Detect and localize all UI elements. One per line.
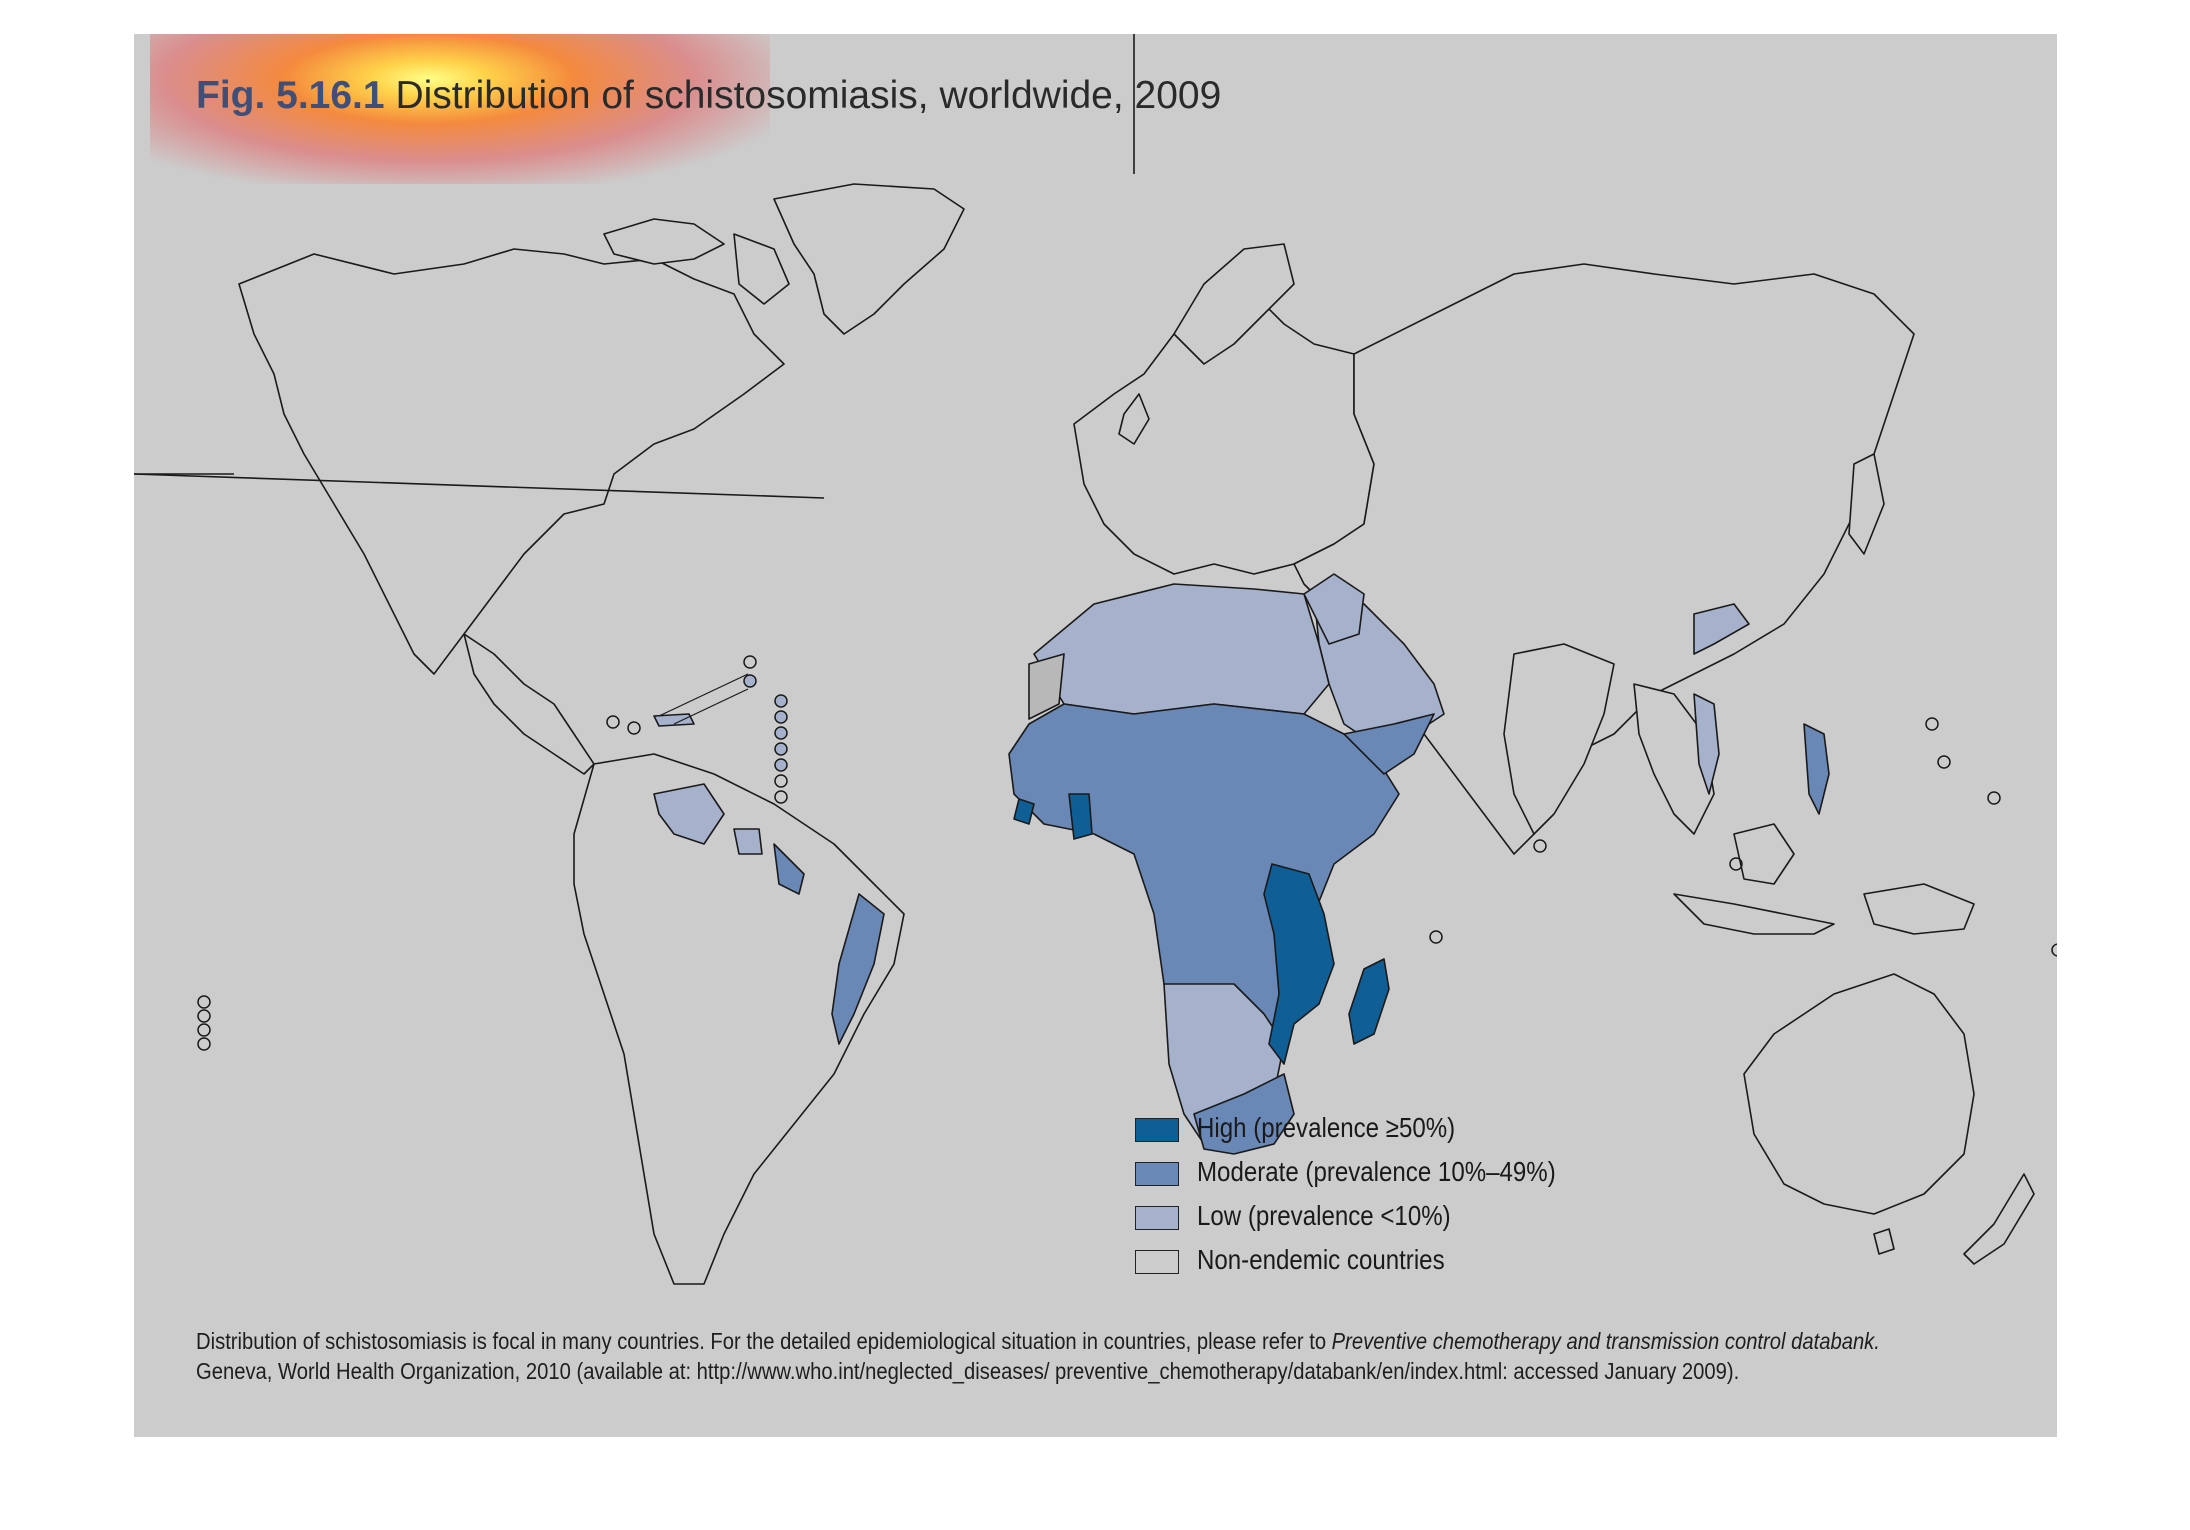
sierra-leone-high	[1013, 798, 1035, 825]
japan	[1848, 453, 1885, 555]
baffin-island	[733, 233, 790, 305]
horn-of-africa	[1343, 713, 1435, 775]
northeast-brazil	[773, 843, 805, 895]
legend-label-low: Low (prevalence <10%)	[1197, 1200, 1451, 1231]
figure-title: Fig. 5.16.1 Distribution of schistosomia…	[196, 74, 1221, 118]
legend-swatch-non-endemic	[1135, 1250, 1179, 1274]
new-zealand	[1963, 1173, 2035, 1265]
ghana-high	[1068, 793, 1093, 840]
figure-title-text: Distribution of schistosomiasis, worldwi…	[395, 74, 1222, 117]
tasmania	[1873, 1228, 1895, 1255]
brazil-east-coast	[831, 893, 885, 1045]
legend-swatch-low	[1135, 1206, 1179, 1230]
south-america	[573, 753, 905, 1285]
legend-label-non-endemic: Non-endemic countries	[1197, 1244, 1445, 1275]
legend-label-moderate: Moderate (prevalence 10%–49%)	[1197, 1156, 1556, 1187]
south-africa	[1193, 1073, 1295, 1155]
east-africa-high	[1263, 863, 1335, 1065]
north-america	[238, 248, 785, 675]
central-america	[463, 633, 595, 775]
venezuela	[653, 783, 725, 845]
legend-swatch-high	[1135, 1118, 1179, 1142]
footnote-databank-title: Preventive chemotherapy and transmission…	[1331, 1328, 1880, 1354]
china-low	[1693, 603, 1750, 655]
arctic-islands	[603, 218, 725, 265]
footnote-text: Distribution of schistosomiasis is focal…	[196, 1328, 1332, 1354]
north-africa	[1033, 583, 1330, 715]
southeast-asia	[1633, 683, 1715, 835]
footnote: Distribution of schistosomiasis is focal…	[196, 1326, 1880, 1386]
indonesia	[1673, 893, 1835, 935]
borneo	[1733, 823, 1795, 885]
british-isles	[1118, 393, 1150, 445]
philippines	[1803, 723, 1830, 815]
greenland	[773, 183, 965, 335]
legend-swatch-moderate	[1135, 1162, 1179, 1186]
australia	[1743, 973, 1975, 1215]
western-sahara	[1028, 653, 1065, 720]
footnote-line-1: Distribution of schistosomiasis is focal…	[196, 1326, 1880, 1356]
india	[1503, 643, 1615, 835]
footnote-line-2: Geneva, World Health Organization, 2010 …	[196, 1358, 1740, 1384]
scandinavia	[1173, 243, 1295, 365]
new-guinea	[1863, 883, 1975, 935]
suriname	[733, 828, 763, 855]
hispaniola	[653, 713, 695, 727]
asia	[1293, 263, 1915, 855]
figure-label: Fig. 5.16.1	[196, 74, 385, 117]
madagascar	[1348, 958, 1390, 1045]
middle-east	[1303, 573, 1365, 645]
legend-label-high: High (prevalence ≥50%)	[1197, 1112, 1456, 1143]
world-map	[134, 34, 2057, 1285]
mekong-low	[1693, 693, 1720, 795]
